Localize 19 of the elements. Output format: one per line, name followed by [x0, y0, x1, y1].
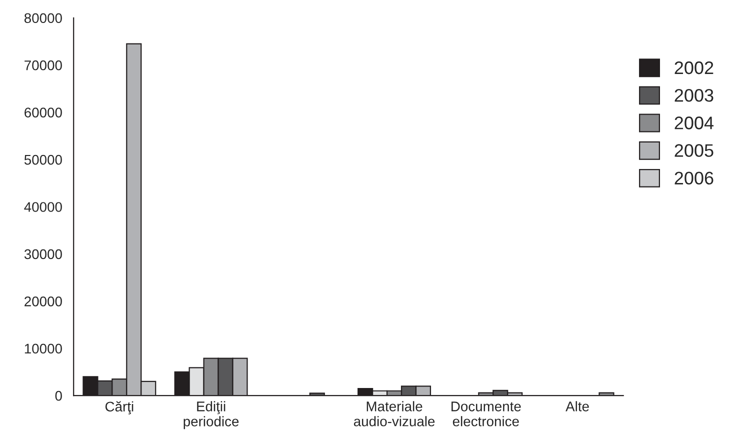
x-tick-label: Documente electronice [452, 402, 521, 426]
y-tick-label: 70000 [24, 60, 62, 70]
y-tick-label: 0 [55, 390, 62, 401]
legend-label: 2006 [674, 172, 714, 185]
y-tick-label: 20000 [24, 296, 62, 306]
legend-label: 2003 [674, 88, 714, 102]
y-tick-label: 60000 [24, 108, 62, 118]
legend-label: 2005 [674, 144, 714, 157]
y-tick-label: 80000 [24, 13, 62, 24]
x-tick-label: Ediţii periodice [184, 401, 239, 430]
legend-label: 2004 [674, 116, 714, 130]
y-tick-label: 10000 [24, 344, 62, 354]
x-tick-label: Cărţi [105, 401, 134, 414]
y-tick-label: 30000 [24, 249, 62, 260]
legend-label: 2002 [674, 61, 714, 74]
y-tick-label: 40000 [24, 202, 62, 212]
x-tick-label: Materiale audio-vizuale [354, 401, 435, 426]
x-tick-label: Alte [566, 401, 589, 412]
y-tick-label: 50000 [24, 154, 62, 165]
